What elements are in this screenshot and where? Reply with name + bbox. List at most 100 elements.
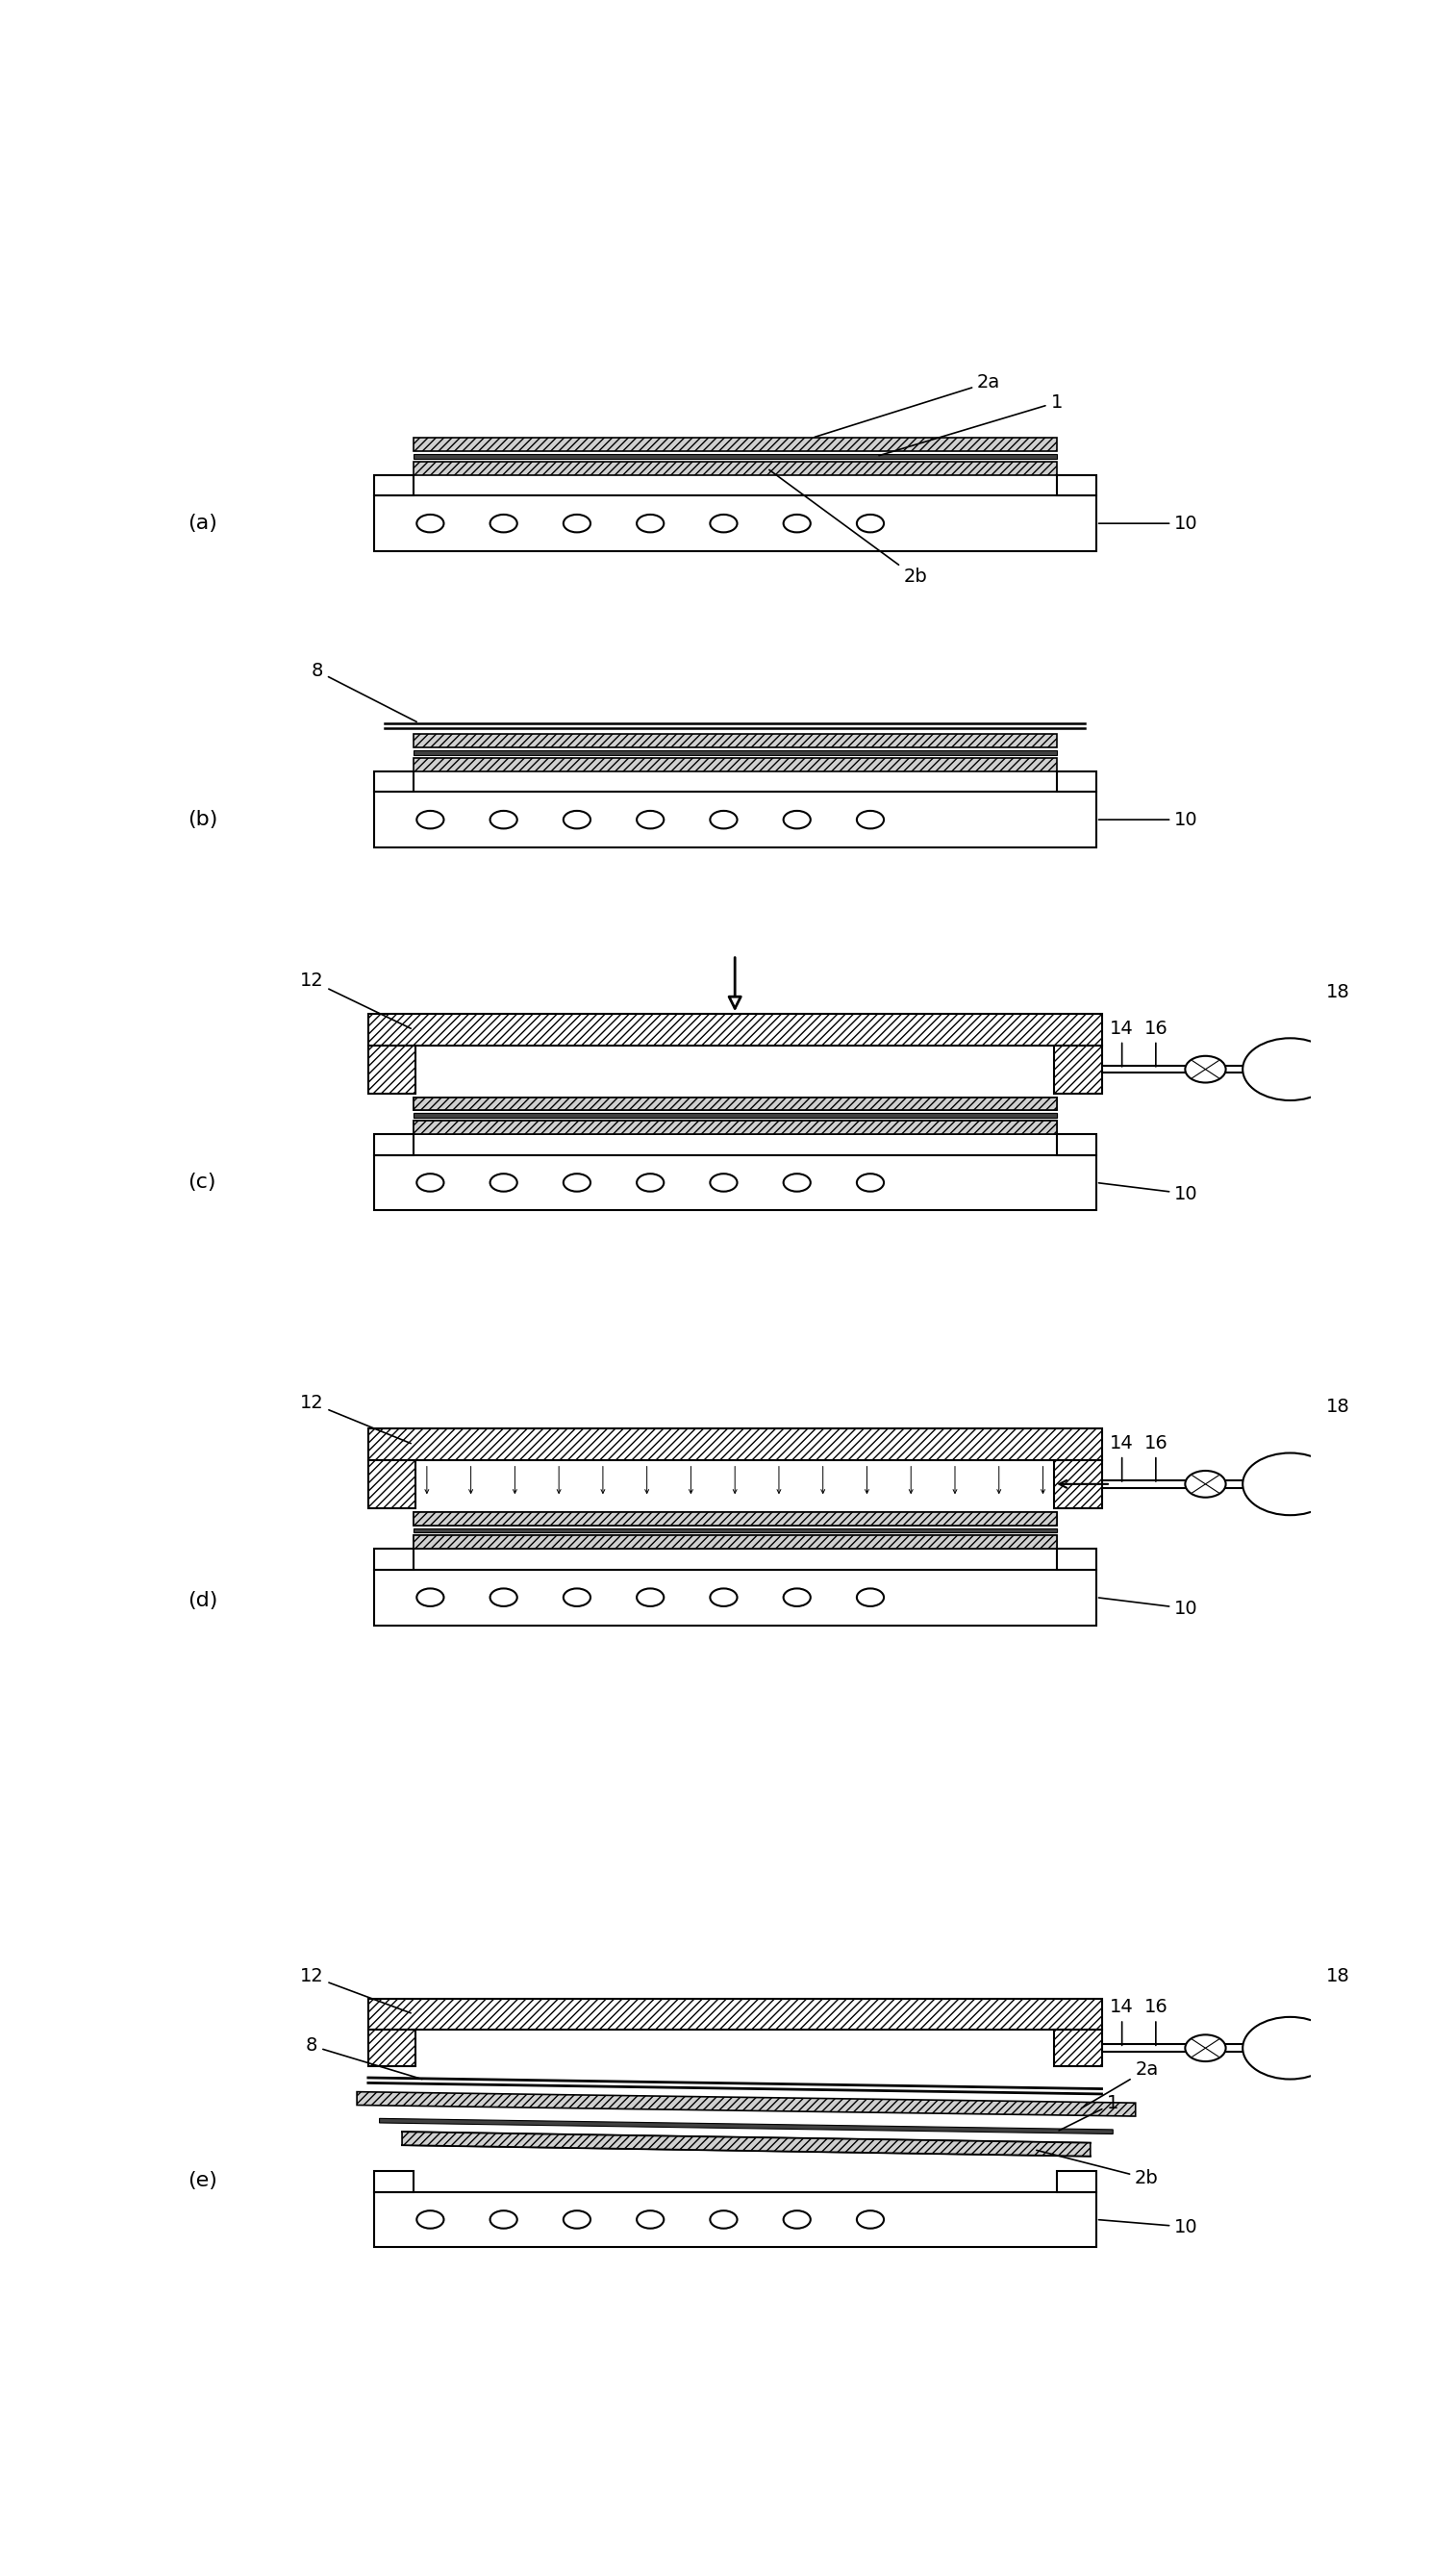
Bar	[1054, 1460, 1102, 1509]
Bar	[414, 453, 1057, 458]
Text: 10: 10	[1099, 2217, 1198, 2235]
Circle shape	[563, 1174, 591, 1192]
Text: 2a: 2a	[815, 373, 1000, 438]
Text: 10: 10	[1099, 1596, 1198, 1617]
Bar	[415, 1045, 1054, 1094]
Circle shape	[856, 2212, 884, 2227]
Circle shape	[563, 811, 591, 829]
Bar	[414, 749, 1057, 754]
Circle shape	[416, 515, 444, 533]
Text: 12: 12	[300, 971, 411, 1027]
Bar	[1057, 770, 1096, 793]
Text: 18: 18	[1326, 1398, 1350, 1416]
Bar	[374, 1571, 1096, 1625]
Bar	[368, 1429, 1102, 1460]
Bar	[374, 494, 1096, 551]
Bar	[414, 734, 1057, 747]
Circle shape	[1243, 2016, 1338, 2078]
Text: (a): (a)	[188, 515, 217, 533]
Bar	[1057, 1550, 1096, 1571]
Circle shape	[491, 811, 517, 829]
Circle shape	[783, 1174, 811, 1192]
Bar	[1057, 1133, 1096, 1154]
Circle shape	[416, 1589, 444, 1607]
Bar	[1054, 1045, 1102, 1094]
Circle shape	[1185, 1470, 1226, 1499]
Text: 12: 12	[300, 1967, 411, 2014]
Circle shape	[416, 811, 444, 829]
Circle shape	[636, 515, 664, 533]
Circle shape	[491, 515, 517, 533]
Text: 2a: 2a	[1082, 2060, 1159, 2109]
Text: 16: 16	[1144, 1434, 1168, 1481]
Circle shape	[783, 1589, 811, 1607]
Bar	[414, 1535, 1057, 1550]
Circle shape	[491, 1589, 517, 1607]
Bar	[1057, 2171, 1096, 2191]
Circle shape	[711, 1174, 737, 1192]
Circle shape	[491, 2212, 517, 2227]
Circle shape	[711, 1589, 737, 1607]
Circle shape	[636, 1589, 664, 1607]
Circle shape	[783, 2212, 811, 2227]
Bar	[414, 1120, 1057, 1133]
Bar	[374, 770, 414, 793]
Bar	[414, 1512, 1057, 1524]
Circle shape	[636, 1174, 664, 1192]
Circle shape	[636, 2212, 664, 2227]
Bar	[374, 793, 1096, 847]
Circle shape	[1185, 1056, 1226, 1082]
Text: 10: 10	[1099, 515, 1198, 533]
Text: 16: 16	[1144, 1020, 1168, 1066]
Bar	[374, 1550, 414, 1571]
Bar	[414, 1112, 1057, 1118]
Text: (e): (e)	[188, 2171, 217, 2191]
Circle shape	[711, 811, 737, 829]
Text: 18: 18	[1326, 1967, 1350, 1985]
Bar	[414, 1512, 1057, 1524]
Text: 1: 1	[1059, 2093, 1118, 2130]
Polygon shape	[357, 2091, 1136, 2117]
Bar	[368, 1460, 415, 1509]
Bar	[414, 1527, 1057, 1532]
Bar	[414, 1097, 1057, 1110]
Circle shape	[856, 811, 884, 829]
Text: 10: 10	[1099, 1182, 1198, 1203]
Bar	[415, 1460, 1054, 1509]
Text: (b): (b)	[188, 811, 218, 829]
Text: 16: 16	[1144, 1998, 1168, 2045]
Text: 1: 1	[879, 394, 1063, 456]
Polygon shape	[380, 2119, 1112, 2135]
Text: 14: 14	[1109, 1020, 1134, 1066]
Circle shape	[563, 515, 591, 533]
Text: 8: 8	[312, 662, 416, 721]
Text: 8: 8	[306, 2037, 422, 2078]
Bar	[414, 438, 1057, 451]
Circle shape	[563, 1589, 591, 1607]
Bar	[414, 1120, 1057, 1133]
Circle shape	[1243, 1038, 1338, 1100]
Circle shape	[563, 2212, 591, 2227]
Polygon shape	[402, 2132, 1091, 2155]
Text: 14: 14	[1109, 1998, 1134, 2045]
Bar	[1057, 474, 1096, 494]
Bar	[374, 1133, 414, 1154]
Circle shape	[416, 1174, 444, 1192]
Circle shape	[783, 811, 811, 829]
Bar	[368, 2029, 415, 2068]
Bar	[414, 1097, 1057, 1110]
Circle shape	[856, 1174, 884, 1192]
Circle shape	[416, 2212, 444, 2227]
Bar	[374, 474, 414, 494]
Circle shape	[711, 2212, 737, 2227]
Bar	[374, 2191, 1096, 2248]
Text: 14: 14	[1109, 1434, 1134, 1481]
Text: (c): (c)	[188, 1174, 215, 1192]
Bar	[368, 1015, 1102, 1045]
Bar	[368, 1998, 1102, 2029]
Bar	[374, 1154, 1096, 1210]
Text: 12: 12	[300, 1393, 411, 1445]
Circle shape	[636, 811, 664, 829]
Circle shape	[1243, 1452, 1338, 1514]
Circle shape	[491, 1174, 517, 1192]
